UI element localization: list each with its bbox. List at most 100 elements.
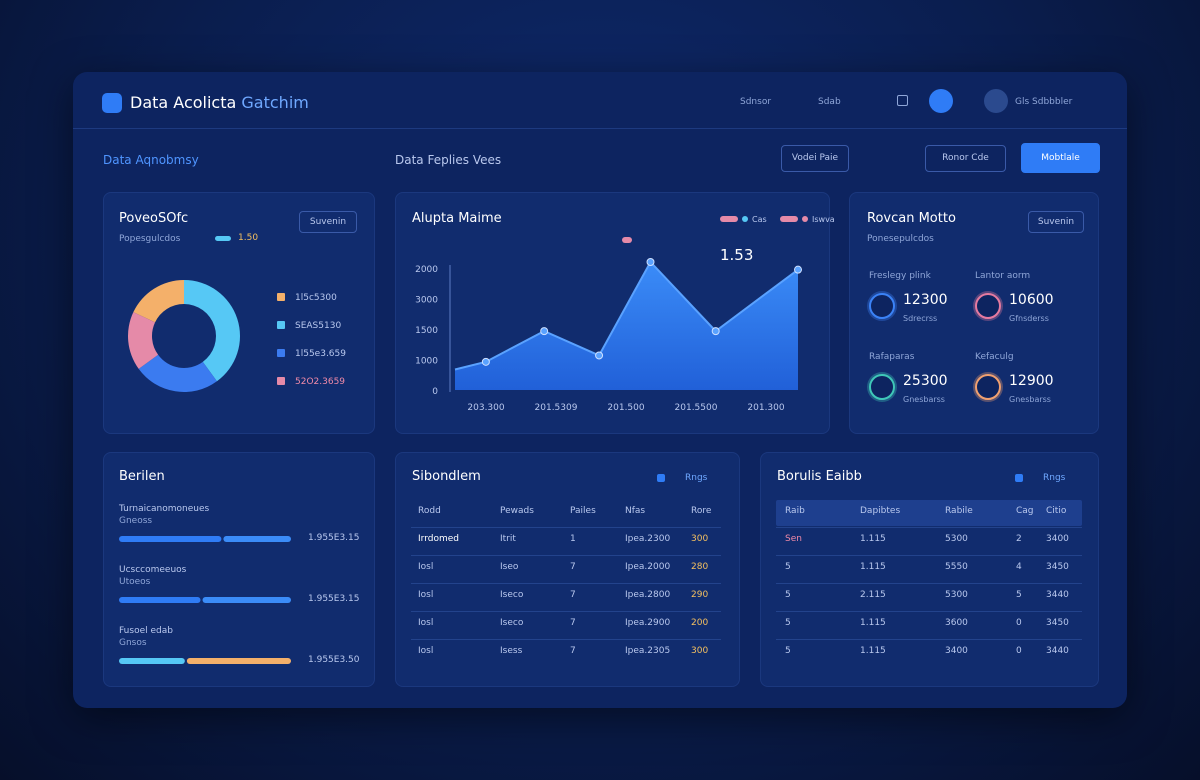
row-divider (411, 555, 721, 556)
title-accent: Gatchim (241, 93, 309, 112)
cell: 1 (570, 534, 576, 544)
y-tick-label: 0 (432, 387, 438, 397)
cell: 5300 (945, 534, 968, 544)
control[interactable]: Rngs (685, 473, 708, 483)
cell: 1.115 (860, 618, 886, 628)
cell: 7 (570, 618, 576, 628)
cell: 280 (691, 562, 709, 572)
cell: 5300 (945, 590, 968, 600)
legend-label: SEAS5130 (295, 321, 341, 331)
area (455, 262, 798, 390)
row-divider (776, 583, 1082, 584)
avatar[interactable] (984, 89, 1008, 113)
nav-item[interactable]: Sdab (818, 97, 841, 107)
cell: 1.115 (860, 534, 886, 544)
legend-swatch (780, 216, 798, 222)
panel-title: PoveoSOfc (119, 211, 189, 226)
cell: 200 (691, 618, 709, 628)
badge-pill (215, 236, 231, 241)
donut-segment (184, 280, 241, 382)
button[interactable]: Suvenin (299, 211, 357, 233)
button[interactable]: Suvenin (1028, 211, 1084, 233)
progress-value: 1.955E3.50 (308, 655, 360, 665)
cell: 5 (1016, 590, 1022, 600)
cell: 3440 (1046, 646, 1069, 656)
primary-button[interactable]: Mobtlale (1021, 143, 1100, 173)
point (540, 327, 549, 336)
cell: 3440 (1046, 590, 1069, 600)
progress-value: 1.955E3.15 (308, 533, 360, 543)
section-subtitle: Data Feplies Vees (395, 153, 502, 167)
cell: Iseco (500, 618, 524, 628)
legend-label: Cas (752, 215, 767, 224)
user-name[interactable]: Gls Sdbbbler (1015, 97, 1073, 107)
row-divider (776, 639, 1082, 640)
x-tick-label: 201.5309 (535, 403, 578, 413)
cell: Iosl (418, 618, 434, 628)
icon-button[interactable] (897, 95, 908, 106)
cell: 5 (785, 646, 791, 656)
progress-sub: Utoeos (119, 577, 151, 587)
table-panel (395, 452, 740, 687)
kpi-sub: Gnesbarss (1009, 395, 1051, 404)
annotation: 1.53 (720, 246, 753, 264)
panel-title: Alupta Maime (412, 211, 502, 226)
progress-sub: Gneoss (119, 516, 153, 526)
cell: Ipea.2800 (625, 590, 671, 600)
kpi-sub: Gnesbarss (903, 395, 945, 404)
column-header: Rabile (945, 506, 973, 516)
legend-swatch (802, 216, 808, 222)
kpi-value: 10600 (1009, 292, 1054, 308)
cell: Itrit (500, 534, 516, 544)
x-tick-label: 201.300 (747, 403, 784, 413)
table-header-band (776, 500, 1082, 526)
control[interactable]: Rngs (1043, 473, 1066, 483)
cell: 5 (785, 590, 791, 600)
progress-sub: Gnsos (119, 638, 147, 648)
column-header: Cag (1016, 506, 1034, 516)
cell: Ipea.2305 (625, 646, 671, 656)
row-divider (411, 611, 721, 612)
progress-segment (223, 536, 291, 542)
action-button[interactable] (929, 89, 953, 113)
kpi-label: Kefaculg (975, 352, 1014, 362)
cell: Iosl (418, 590, 434, 600)
kpi-sub: Gfnsderss (1009, 314, 1049, 323)
cell: Sen (785, 534, 802, 544)
progress-label: Ucsccomeeuos (119, 565, 187, 575)
kpi-label: Freslegy plink (869, 271, 931, 281)
cell: 0 (1016, 646, 1022, 656)
progress-segment (119, 658, 185, 664)
cell: 3400 (1046, 534, 1069, 544)
cell: 2.115 (860, 590, 886, 600)
y-tick-label: 2000 (415, 265, 438, 275)
legend-swatch (742, 216, 748, 222)
donut-segment (128, 312, 159, 369)
cell: Iosl (418, 646, 434, 656)
kpi-label: Rafaparas (869, 352, 915, 362)
cell: 7 (570, 562, 576, 572)
column-header: Rore (691, 506, 712, 516)
x-tick-label: 203.300 (467, 403, 504, 413)
legend-swatch (277, 293, 285, 301)
button[interactable]: Vodei Paie (781, 145, 849, 172)
annotation-dot (622, 237, 632, 243)
column-header: Rodd (418, 506, 441, 516)
legend-label: 52O2.3659 (295, 377, 345, 387)
kpi-icon (975, 374, 1001, 400)
progress-segment (202, 597, 291, 603)
cell: 1.115 (860, 646, 886, 656)
control-swatch (657, 474, 665, 482)
point (794, 265, 802, 274)
legend-swatch (277, 377, 285, 385)
row-divider (776, 611, 1082, 612)
nav-item[interactable]: Sdnsor (740, 97, 772, 107)
button[interactable]: Ronor Cde (925, 145, 1006, 172)
kpi-icon (869, 374, 895, 400)
panel-subtitle: Ponesepulcdos (867, 234, 934, 244)
cell: Irrdomed (418, 534, 459, 544)
cell: Iseo (500, 562, 519, 572)
progress-label: Fusoel edab (119, 626, 173, 636)
x-tick-label: 201.500 (607, 403, 644, 413)
